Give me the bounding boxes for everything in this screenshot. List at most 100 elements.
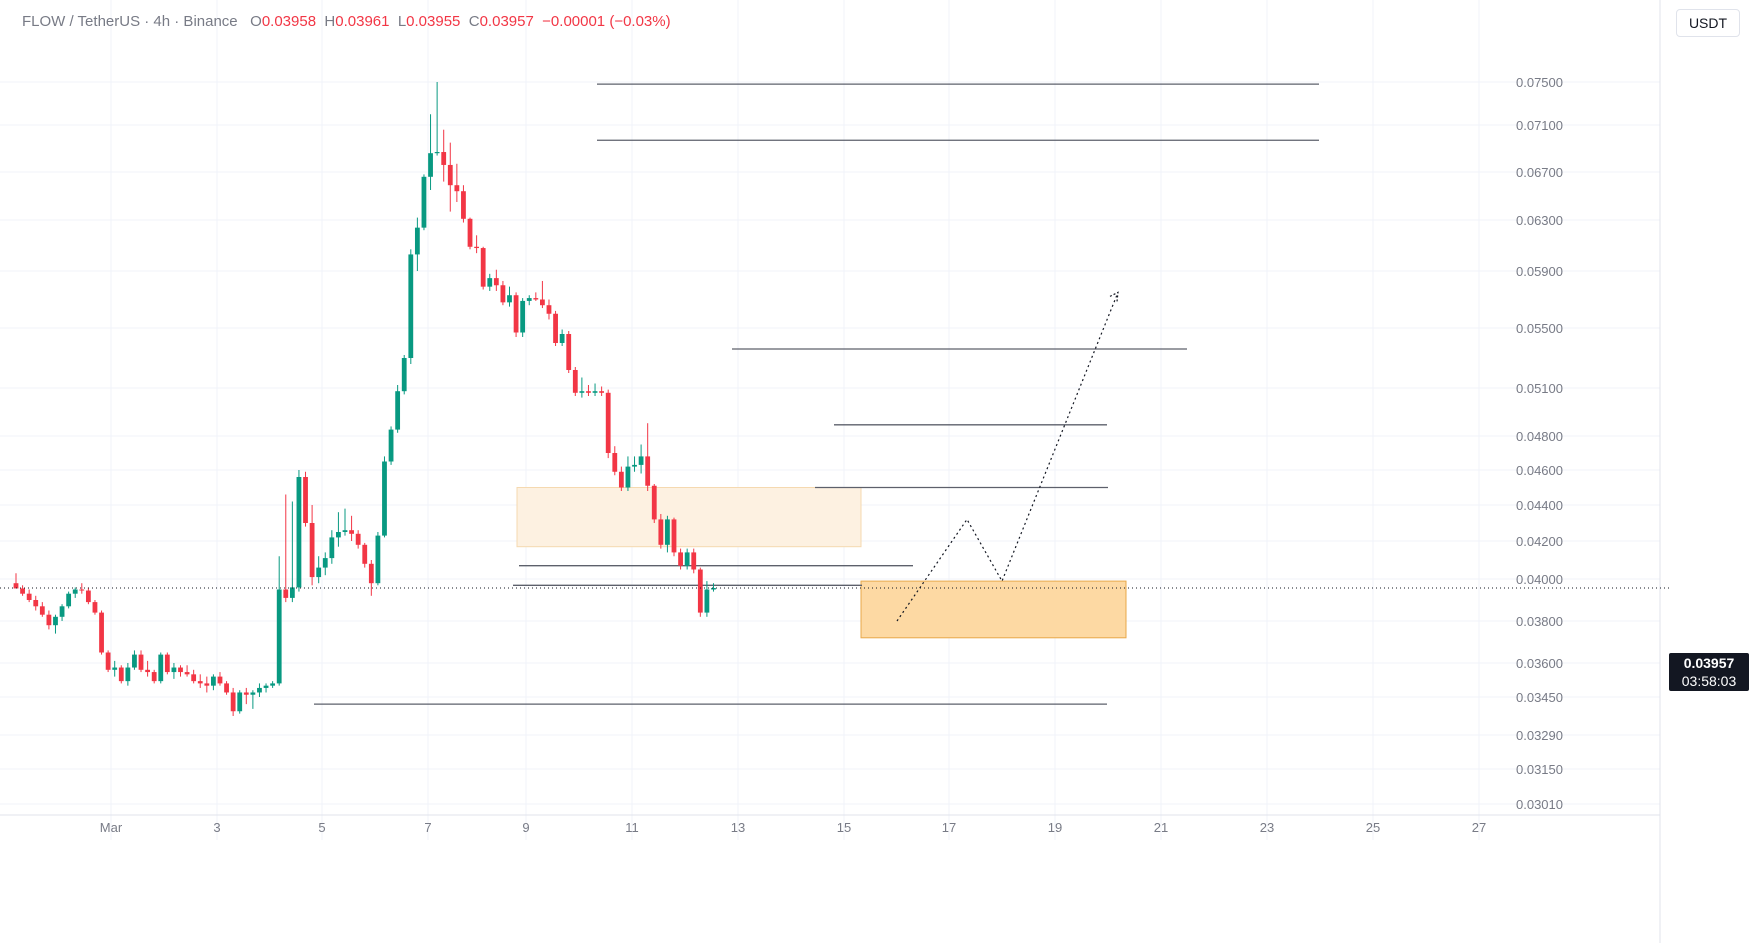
low-label: L bbox=[397, 13, 407, 30]
change-value: −0.00001 (−0.03%) bbox=[542, 13, 671, 30]
candle-body bbox=[72, 589, 78, 594]
candle-body bbox=[230, 692, 236, 712]
candle bbox=[191, 669, 197, 684]
candle bbox=[625, 456, 631, 491]
candle bbox=[533, 292, 539, 301]
symbol-label: FLOW / TetherUS · 4h · Binance bbox=[22, 13, 238, 30]
candle bbox=[382, 456, 387, 538]
candle bbox=[296, 470, 302, 592]
candle bbox=[257, 683, 262, 697]
candle bbox=[118, 665, 124, 684]
candle bbox=[72, 587, 78, 598]
candle bbox=[138, 650, 144, 673]
candle bbox=[204, 676, 210, 693]
time-tick-label: 23 bbox=[1260, 820, 1274, 835]
candle bbox=[92, 600, 98, 615]
candle bbox=[421, 174, 427, 231]
candle-body bbox=[546, 305, 552, 314]
candle bbox=[283, 494, 289, 603]
candle-body bbox=[599, 391, 605, 393]
candle bbox=[605, 389, 611, 459]
candle bbox=[632, 456, 637, 472]
time-tick-label: 3 bbox=[213, 820, 220, 835]
candle bbox=[362, 542, 368, 568]
candle-body bbox=[336, 532, 341, 538]
candle bbox=[329, 530, 335, 564]
candle-body bbox=[99, 612, 104, 653]
candle bbox=[237, 690, 243, 714]
candle-body bbox=[13, 583, 19, 589]
candle-body bbox=[355, 533, 361, 545]
candle bbox=[53, 614, 58, 634]
zones bbox=[516, 487, 1127, 639]
candle bbox=[270, 681, 276, 688]
candle-body bbox=[480, 248, 486, 287]
candle-body bbox=[368, 563, 374, 584]
candle bbox=[289, 501, 295, 603]
currency-button[interactable]: USDT bbox=[1676, 9, 1740, 37]
candle bbox=[197, 674, 203, 688]
candle-body bbox=[526, 298, 532, 301]
candle-body bbox=[474, 246, 479, 249]
candle bbox=[461, 185, 466, 223]
candle-body bbox=[651, 485, 657, 520]
projection-line bbox=[896, 292, 1119, 622]
candle-body bbox=[414, 227, 420, 255]
candle-body bbox=[33, 600, 39, 607]
candle-body bbox=[605, 392, 611, 453]
candle-body bbox=[66, 593, 72, 607]
candle bbox=[276, 556, 282, 686]
candle-body bbox=[118, 667, 124, 682]
candle bbox=[125, 663, 131, 686]
low-value: 0.03955 bbox=[406, 13, 461, 30]
candle bbox=[79, 583, 85, 594]
candle-body bbox=[388, 429, 394, 462]
candle-body bbox=[79, 589, 85, 591]
candle-body bbox=[289, 587, 295, 598]
candle-body bbox=[263, 685, 269, 688]
candle-body bbox=[178, 667, 183, 673]
candle bbox=[342, 508, 348, 536]
price-tick-label: 0.05900 bbox=[1516, 264, 1563, 279]
horizontal-levels bbox=[314, 83, 1319, 705]
candle-body bbox=[461, 191, 466, 219]
candle bbox=[586, 385, 591, 396]
candle bbox=[592, 383, 598, 396]
candle-body bbox=[421, 176, 427, 228]
price-tick-label: 0.04400 bbox=[1516, 498, 1563, 513]
time-axis[interactable]: Mar 3 5 7 9 11 13 15 17 19 21 23 25 27 bbox=[0, 0, 1661, 943]
high-value: 0.03961 bbox=[335, 13, 390, 30]
candle bbox=[401, 355, 407, 395]
candle-body bbox=[349, 530, 354, 534]
price-tick-label: 0.04200 bbox=[1516, 534, 1563, 549]
price-tick-label: 0.03290 bbox=[1516, 728, 1563, 743]
price-axis[interactable]: 0.07500 0.07100 0.06700 0.06300 0.05900 0.055… bbox=[1516, 75, 1563, 812]
time-tick-label: 7 bbox=[424, 820, 431, 835]
candle-body bbox=[658, 519, 664, 545]
candle bbox=[395, 385, 401, 433]
candle-body bbox=[382, 461, 387, 536]
candle-body bbox=[559, 334, 565, 343]
time-tick-label: Mar bbox=[100, 820, 123, 835]
candle bbox=[678, 548, 683, 570]
candle-body bbox=[434, 152, 440, 154]
candle bbox=[33, 595, 39, 611]
candle-body bbox=[204, 683, 210, 686]
candle-body bbox=[362, 544, 368, 564]
candle bbox=[66, 591, 72, 609]
candle-body bbox=[46, 614, 52, 626]
candle-body bbox=[112, 667, 118, 670]
candle-body bbox=[164, 654, 170, 673]
close-label: C bbox=[468, 13, 480, 30]
last-price-value: 0.03957 bbox=[1683, 655, 1735, 671]
time-tick-label: 11 bbox=[625, 820, 639, 835]
candle-body bbox=[401, 358, 407, 392]
zone-strong bbox=[860, 580, 1127, 639]
candle bbox=[13, 573, 19, 589]
candle-body bbox=[257, 687, 262, 693]
candle-body bbox=[316, 567, 322, 578]
candle bbox=[303, 471, 308, 527]
candle bbox=[704, 581, 710, 617]
candle-body bbox=[59, 606, 65, 617]
